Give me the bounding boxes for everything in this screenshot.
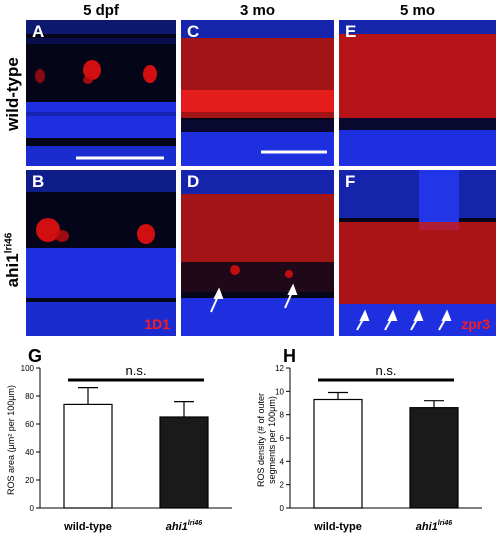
h-ytick-label-5: 10 [275, 387, 284, 396]
h-ytick-label-0: 0 [280, 504, 285, 513]
stain-label-zpr3: zpr3 [461, 316, 490, 332]
row-header-mutant-base: ahi1 [3, 253, 22, 288]
g-ytick-label-4: 80 [25, 392, 34, 401]
chart-h: ROS density (# of outer segments per 100… [256, 363, 482, 533]
h-ytick-label-2: 4 [280, 457, 285, 466]
micrograph-panel-f: F zpr3 [339, 170, 496, 336]
column-header-5mo: 5 mo [399, 2, 435, 19]
arrow-icon [356, 309, 452, 331]
chart-g-ylabel: ROS area (μm² per 100μm) [6, 385, 16, 495]
g-xtick-label-1: ahi1lri46 [166, 520, 203, 533]
row-header-wild-type: wild-type [3, 57, 22, 131]
chart-h-ylabel-line1: ROS density (# of outer [256, 393, 266, 487]
micrograph-panel-a: A [26, 20, 176, 166]
g-ytick-label-2: 40 [25, 448, 34, 457]
column-header-5dpf: 5 dpf [83, 2, 119, 19]
h-ytick-label-6: 12 [275, 364, 284, 373]
arrow-icon [210, 283, 298, 313]
row-header-mutant: ahi1lri46 [3, 200, 23, 320]
panel-letter-b: B [32, 172, 45, 191]
g-bar-1 [159, 416, 209, 509]
panel-letter-e: E [345, 22, 357, 41]
panel-letter-a: A [32, 22, 45, 41]
panel-letter-c: C [187, 22, 200, 41]
micrograph-panel-e: E [339, 20, 496, 166]
g-ytick-label-1: 20 [25, 476, 34, 485]
chart-letter-h: H [283, 346, 296, 366]
panel-letter-f: F [345, 172, 356, 191]
column-header-3mo: 3 mo [239, 2, 275, 19]
micrograph-panel-c: C [181, 20, 334, 166]
panel-letter-d: D [187, 172, 200, 191]
h-ytick-label-4: 8 [280, 411, 285, 420]
chart-g: ROS area (μm² per 100μm) 0 20 40 60 80 100 wi… [6, 363, 232, 533]
g-xtick-label-0: wild-type [63, 521, 112, 533]
row-header-mutant-sup: lri46 [3, 232, 15, 254]
h-ytick-label-1: 2 [280, 481, 285, 490]
chart-h-ylabel-line2: segments per 100μm) [267, 396, 277, 484]
g-significance-label: n.s. [126, 363, 147, 378]
stain-label-1d1: 1D1 [144, 316, 170, 332]
micrograph-panel-b: B 1D1 [26, 170, 176, 336]
g-bar-0 [63, 403, 113, 509]
g-ytick-label-0: 0 [30, 504, 35, 513]
h-xtick-label-1: ahi1lri46 [416, 520, 453, 533]
h-significance-label: n.s. [376, 363, 397, 378]
h-bar-0 [313, 398, 363, 509]
micrograph-panel-d: D [181, 170, 334, 336]
h-bar-1 [409, 407, 459, 509]
g-ytick-label-3: 60 [25, 420, 34, 429]
h-ytick-label-3: 6 [280, 434, 285, 443]
h-xtick-label-0: wild-type [313, 521, 362, 533]
g-ytick-label-5: 100 [21, 364, 35, 373]
chart-letter-g: G [28, 346, 43, 366]
